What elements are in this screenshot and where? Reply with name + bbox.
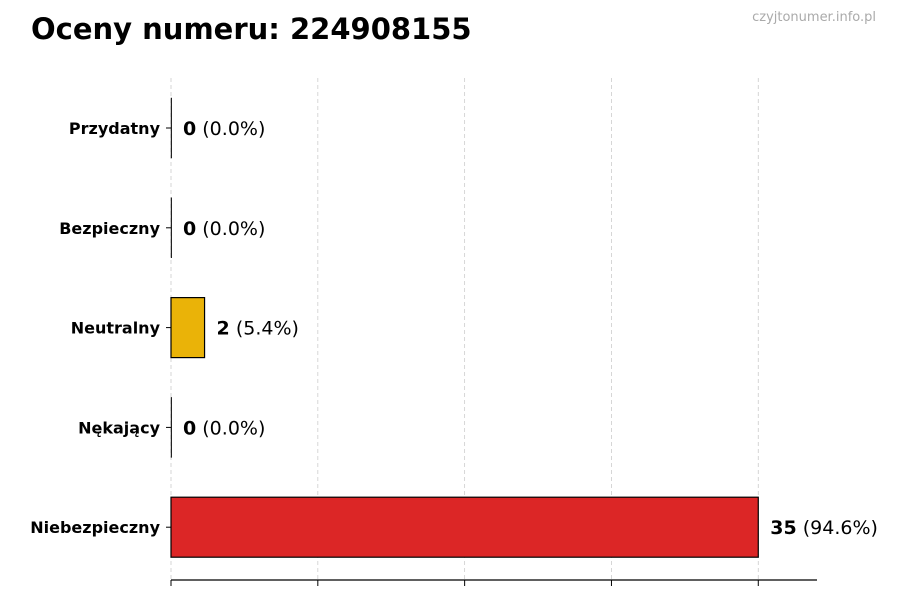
bar bbox=[170, 397, 173, 458]
watermark: czyjtonumer.info.pl bbox=[752, 10, 876, 25]
category-label: Bezpieczny bbox=[59, 219, 160, 238]
data-label: 0 (0.0%) bbox=[183, 118, 265, 140]
bar bbox=[170, 97, 173, 159]
category-label: Neutralny bbox=[71, 319, 161, 338]
data-label: 35 (94.6%) bbox=[770, 517, 878, 539]
bar bbox=[170, 496, 759, 558]
category-label: Niebezpieczny bbox=[30, 518, 160, 537]
value-label: 0 bbox=[183, 218, 196, 240]
value-label: 2 bbox=[217, 318, 230, 340]
percent-label: (0.0%) bbox=[196, 218, 265, 240]
percent-label: (5.4%) bbox=[230, 318, 299, 340]
chart-title: Oceny numeru: 224908155 bbox=[31, 12, 472, 46]
percent-label: (0.0%) bbox=[196, 417, 265, 439]
data-label: 0 (0.0%) bbox=[183, 417, 265, 439]
bar bbox=[170, 297, 206, 359]
data-label: 0 (0.0%) bbox=[183, 218, 265, 240]
data-label: 2 (5.4%) bbox=[217, 318, 299, 340]
bar bbox=[170, 197, 173, 259]
value-label: 0 bbox=[183, 118, 196, 140]
value-label: 35 bbox=[770, 517, 796, 539]
category-label: Nękający bbox=[78, 418, 160, 437]
percent-label: (0.0%) bbox=[196, 118, 265, 140]
value-label: 0 bbox=[183, 417, 196, 439]
percent-label: (94.6%) bbox=[797, 517, 878, 539]
category-label: Przydatny bbox=[69, 119, 161, 138]
